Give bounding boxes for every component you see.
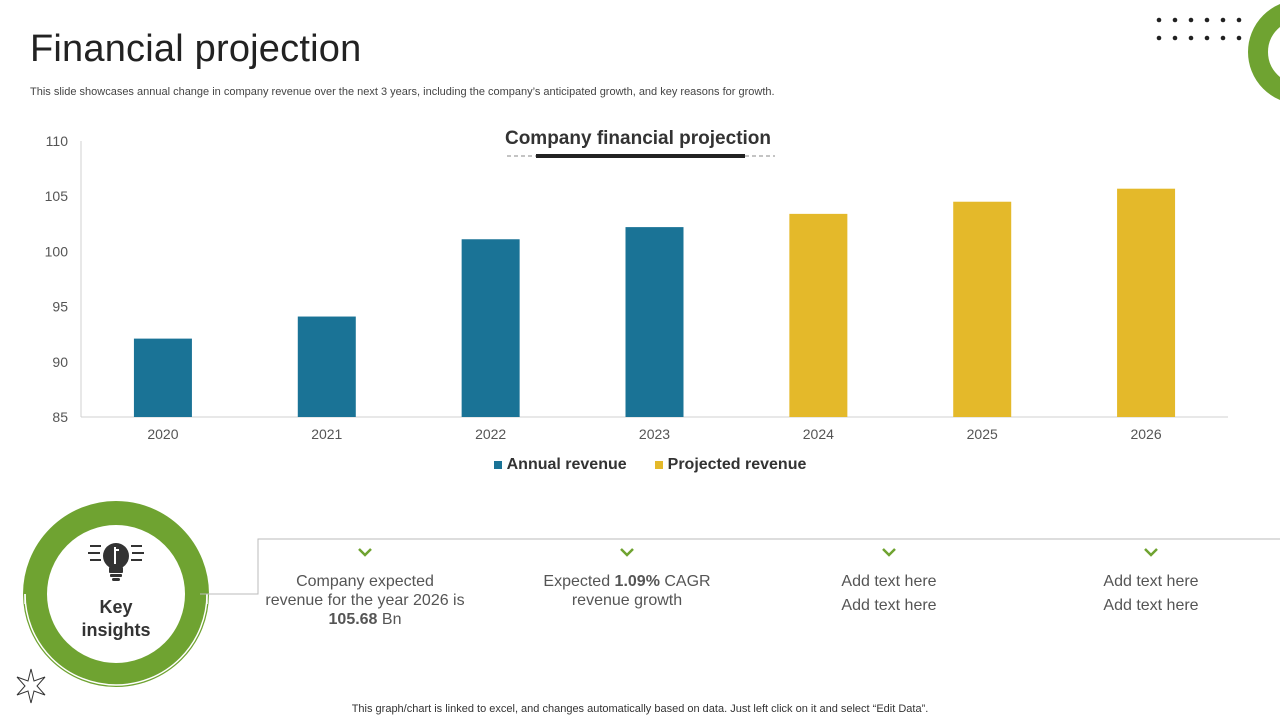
x-tick-label: 2025 [967,426,998,442]
chart-legend: Annual revenue Projected revenue [0,456,1280,474]
x-tick-label: 2020 [147,426,178,442]
insight-placeholder-4: Add text here Add text here [1051,572,1251,615]
x-tick-label: 2024 [803,426,834,442]
decorative-ring-icon [1248,4,1280,100]
bar-2023 [625,227,684,417]
insight-revenue-2026: Company expected revenue for the year 20… [265,572,465,629]
footer-note: This graph/chart is linked to excel, and… [351,703,929,715]
y-tick-label: 105 [45,188,69,204]
insight-4-line2: Add text here [1103,597,1199,614]
insight-4-line1: Add text here [1103,573,1199,590]
chevron-down-icon [358,548,372,557]
insight-3-line1: Add text here [841,573,937,590]
insight-placeholder-3: Add text here Add text here [789,572,989,615]
x-tick-label: 2023 [639,426,670,442]
insight-revenue-prefix: Company expected revenue for the year 20… [265,573,465,609]
legend-label-projected: Projected revenue [667,456,807,473]
legend-swatch-annual [493,461,502,469]
x-tick-label: 2021 [311,426,342,442]
bar-2021 [297,316,356,417]
legend-label-annual: Annual revenue [506,456,627,473]
insight-cagr: Expected 1.09% CAGR revenue growth [527,572,727,610]
key-insights-label-line1: Key [99,597,133,617]
x-tick-label: 2022 [475,426,506,442]
revenue-bar-chart[interactable]: 85 90 95 100 105 110 2020 2021 2022 2023 2024 2025 2… [0,120,1280,450]
x-tick-label: 2026 [1130,426,1161,442]
bar-2026 [1117,188,1176,417]
sparkle-icon [16,668,46,704]
chevron-down-icon [1144,548,1158,557]
legend-swatch-projected [654,461,663,469]
chevron-down-icon [882,548,896,557]
insight-3-line2: Add text here [841,597,937,614]
y-tick-label: 100 [45,243,69,259]
chart-title-underline [507,154,775,158]
bar-2025 [953,201,1012,417]
bar-2024 [789,213,848,417]
key-insights-ring [23,501,209,687]
slide-title: Financial projection [30,28,362,70]
chevron-down-icon [620,548,634,557]
insights-connector-line [200,538,1280,595]
slide-subtitle: This slide showcases annual change in co… [30,86,775,98]
decorative-dots-icon [1156,17,1242,41]
y-tick-label: 95 [52,299,68,315]
legend-item-projected[interactable]: Projected revenue [654,456,807,474]
y-tick-label: 110 [46,133,69,149]
insight-cagr-prefix: Expected [543,573,615,590]
insight-revenue-suffix: Bn [377,611,402,628]
insight-cagr-suffix: CAGR revenue growth [571,573,711,609]
y-tick-label: 90 [52,354,68,370]
chart-title: Company financial projection [504,128,772,149]
bar-2020 [133,338,192,417]
y-tick-label: 85 [52,409,68,425]
insight-revenue-value: 105.68 [328,611,378,628]
bar-2022 [461,239,520,417]
legend-item-annual[interactable]: Annual revenue [493,456,627,474]
insight-cagr-value: 1.09% [614,573,660,590]
lightbulb-icon [88,543,144,581]
key-insights-label: Key insights [66,596,166,642]
key-insights-label-line2: insights [81,620,151,640]
